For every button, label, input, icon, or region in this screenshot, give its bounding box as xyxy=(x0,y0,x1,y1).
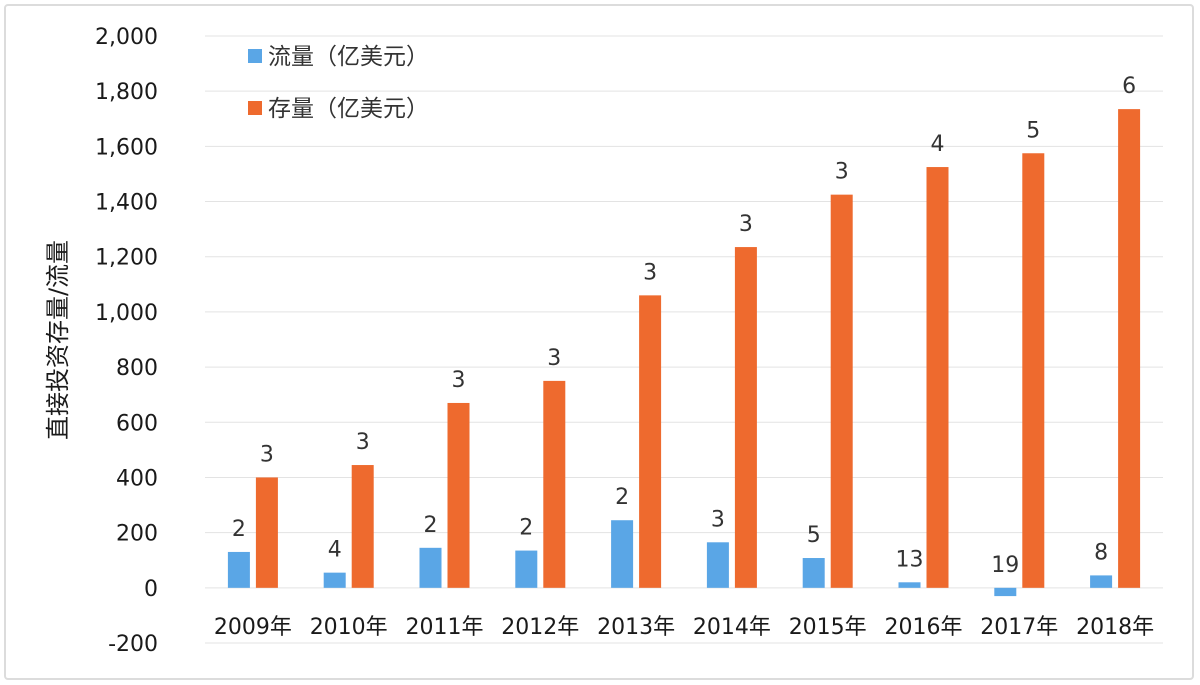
x-tick-label: 2015年 xyxy=(789,615,867,640)
x-tick-label: 2018年 xyxy=(1076,615,1154,640)
bar-flow xyxy=(419,547,442,588)
data-label-stock: 3 xyxy=(835,160,849,185)
y-tick-label: -200 xyxy=(108,632,158,657)
data-label-stock: 3 xyxy=(260,442,274,467)
bar-flow xyxy=(515,550,538,588)
bar-stock xyxy=(447,402,470,588)
bar-flow xyxy=(706,542,729,588)
x-tick-label: 2013年 xyxy=(597,615,675,640)
data-label-stock: 3 xyxy=(643,260,657,285)
data-label-stock: 3 xyxy=(547,346,561,371)
y-tick-label: 2,000 xyxy=(95,25,158,50)
chart-frame xyxy=(4,4,1194,680)
data-label-stock: 4 xyxy=(931,132,945,157)
data-label-flow: 5 xyxy=(807,523,821,548)
bar-stock xyxy=(734,247,757,588)
data-label-flow: 2 xyxy=(615,485,629,510)
data-label-flow: 3 xyxy=(711,507,725,532)
bar-flow xyxy=(323,572,346,588)
bars xyxy=(227,109,1141,597)
data-labels: 2 3 4 3 2 3 2 3 2 3 3 3 5 3 13 4 19 5 8 6 xyxy=(232,74,1136,578)
bar-stock xyxy=(1022,153,1045,588)
data-label-stock: 6 xyxy=(1122,74,1136,99)
legend-label-flow: 流量（亿美元） xyxy=(268,44,429,70)
legend-swatch-flow xyxy=(248,49,262,63)
bar-stock xyxy=(351,465,374,588)
data-label-flow: 2 xyxy=(519,516,533,541)
bar-stock xyxy=(255,477,278,588)
y-tick-label: 1,000 xyxy=(95,301,158,326)
data-label-flow: 4 xyxy=(328,538,342,563)
data-label-stock: 3 xyxy=(356,430,370,455)
x-tick-label: 2014年 xyxy=(693,615,771,640)
y-tick-label: 1,600 xyxy=(95,135,158,160)
y-tick-label: 400 xyxy=(116,466,158,491)
x-tick-label: 2009年 xyxy=(214,615,292,640)
bar-stock xyxy=(830,194,853,588)
x-axis-ticks: 2009年 2010年 2011年 2012年 2013年 2014年 2015年 2016年… xyxy=(214,615,1154,640)
data-label-flow: 2 xyxy=(232,517,246,542)
y-axis-label: 直接投资存量/流量 xyxy=(44,240,72,440)
x-tick-label: 2017年 xyxy=(980,615,1058,640)
bar-stock xyxy=(926,167,949,588)
y-tick-label: 1,200 xyxy=(95,246,158,271)
y-axis-ticks: -200 0 200 400 600 800 1,000 1,200 1,400 1,600 1,8… xyxy=(95,25,158,657)
x-tick-label: 2012年 xyxy=(501,615,579,640)
bar-flow xyxy=(898,582,921,588)
x-tick-label: 2011年 xyxy=(406,615,484,640)
legend-label-stock: 存量（亿美元） xyxy=(268,96,429,122)
data-label-stock: 3 xyxy=(452,368,466,393)
legend: 流量（亿美元） 存量（亿美元） xyxy=(248,44,429,122)
bar-flow xyxy=(227,551,250,588)
data-label-flow: 19 xyxy=(991,553,1019,578)
bar-stock xyxy=(1118,109,1141,588)
x-tick-label: 2010年 xyxy=(310,615,388,640)
data-label-flow: 13 xyxy=(896,547,924,572)
y-tick-label: 1,800 xyxy=(95,80,158,105)
data-label-flow: 2 xyxy=(424,513,438,538)
y-tick-label: 200 xyxy=(116,522,158,547)
y-tick-label: 800 xyxy=(116,356,158,381)
bar-stock xyxy=(639,295,662,588)
bar-flow xyxy=(802,558,825,588)
legend-swatch-stock xyxy=(248,101,262,115)
data-label-stock: 5 xyxy=(1026,118,1040,143)
y-tick-label: 0 xyxy=(144,577,158,602)
data-label-stock: 3 xyxy=(739,212,753,237)
y-tick-label: 600 xyxy=(116,411,158,436)
x-tick-label: 2016年 xyxy=(885,615,963,640)
bar-flow xyxy=(1090,575,1113,588)
data-label-flow: 8 xyxy=(1094,540,1108,565)
bar-flow xyxy=(994,587,1017,597)
bar-stock xyxy=(543,380,566,588)
bar-flow xyxy=(611,520,634,588)
y-tick-label: 1,400 xyxy=(95,191,158,216)
